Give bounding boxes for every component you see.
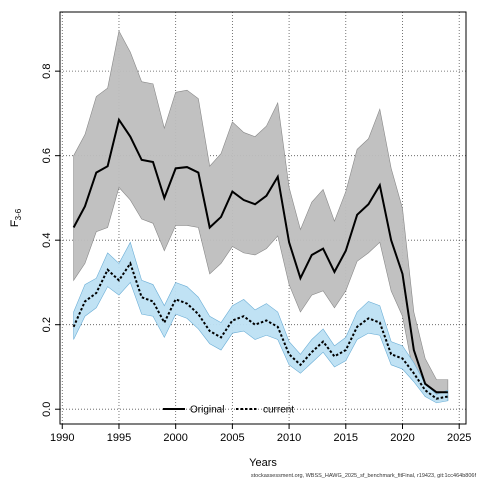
y-axis-title-subscript: 3-6 — [14, 208, 23, 220]
footer-credit: stockassessment.org, WBSS_HAWG_2025_sf_b… — [251, 473, 477, 479]
x-tick-label: 1990 — [50, 432, 74, 444]
x-tick-label: 2010 — [277, 432, 301, 444]
x-tick-label: 2005 — [220, 432, 244, 444]
y-tick-label: 0.4 — [41, 233, 53, 248]
legend-label-current: current — [263, 405, 294, 416]
legend: Original current — [163, 405, 294, 416]
x-tick-label: 2025 — [447, 432, 471, 444]
y-tick-label: 0.2 — [41, 317, 53, 332]
x-axis-title: Years — [249, 457, 277, 469]
y-tick-label: 0.0 — [41, 402, 53, 417]
y-tick-label: 0.6 — [41, 148, 53, 163]
x-tick-label: 1995 — [107, 432, 131, 444]
series-line-original — [72, 117, 448, 394]
series-lines — [72, 117, 449, 400]
confidence-bands — [73, 30, 449, 404]
x-tick-label: 2020 — [390, 432, 414, 444]
x-tick-label: 2000 — [163, 432, 187, 444]
y-axis-title: F3-6 — [9, 208, 23, 227]
confidence-band-current — [73, 241, 449, 404]
axes: 1990 1995 2000 2005 2010 2015 2020 2025 0.0 0.2 0.… — [10, 11, 471, 444]
plot-frame — [59, 11, 467, 425]
legend-label-original: Original — [190, 405, 224, 416]
y-tick-label: 0.8 — [41, 64, 53, 79]
x-tick-label: 2015 — [334, 432, 358, 444]
y-axis-title-main: F — [9, 220, 21, 227]
